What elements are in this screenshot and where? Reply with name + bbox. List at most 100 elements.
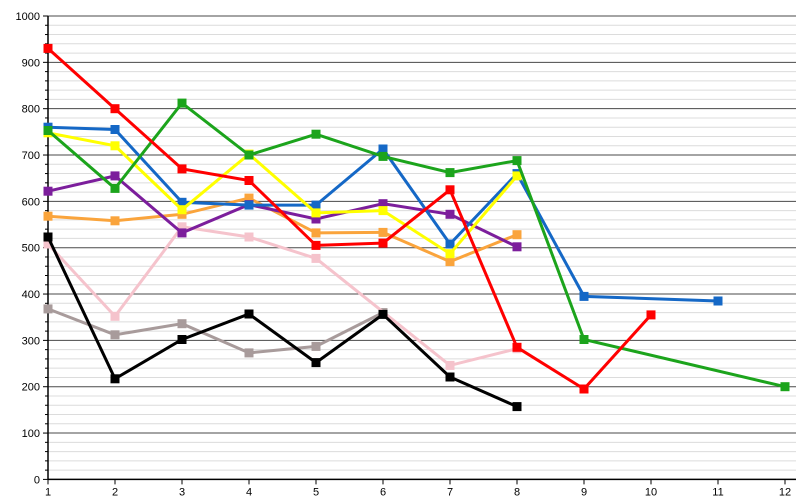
x-axis-label: 7: [447, 486, 453, 498]
series-marker-green: [579, 335, 589, 344]
series-marker-red: [378, 238, 388, 248]
series-marker-green: [512, 156, 522, 166]
series-marker-orange: [43, 211, 53, 221]
y-axis-label: 0: [34, 474, 40, 486]
series-marker-yellow: [177, 205, 187, 215]
series-marker-orange: [445, 257, 455, 267]
series-marker-red: [244, 176, 254, 185]
series-marker-gray: [244, 348, 254, 358]
series-marker-purple: [311, 214, 321, 224]
x-axis-label: 10: [645, 486, 657, 498]
series-marker-red: [110, 104, 120, 114]
series-marker-blue: [177, 197, 187, 207]
series-marker-green: [378, 151, 388, 161]
series-marker-red: [43, 43, 53, 53]
series-marker-black: [512, 402, 522, 412]
series-marker-purple: [110, 171, 120, 181]
y-axis-label: 500: [22, 243, 40, 255]
series-marker-black: [110, 374, 120, 384]
series-marker-blue: [244, 200, 254, 210]
series-line-orange: [47, 196, 518, 264]
series-marker-red: [512, 342, 522, 352]
x-axis-label: 11: [712, 486, 723, 498]
series-marker-gray: [43, 304, 53, 314]
series-marker-blue: [110, 125, 120, 134]
series-marker-orange: [177, 209, 187, 219]
series-line-green: [47, 101, 786, 389]
x-axis-label: 6: [380, 486, 386, 498]
series-marker-purple: [43, 186, 53, 196]
series-marker-orange: [110, 216, 120, 226]
series-marker-green: [177, 98, 187, 108]
series-marker-yellow: [110, 141, 120, 151]
series-marker-green: [244, 150, 254, 160]
series-marker-blue: [378, 144, 388, 154]
y-axis-label: 600: [22, 196, 40, 208]
y-axis-label: 1000: [16, 11, 40, 23]
series-marker-purple: [378, 199, 388, 209]
series-marker-pink: [445, 360, 455, 370]
y-axis-label: 800: [22, 104, 40, 116]
series-marker-gray: [110, 330, 120, 340]
series-line-red: [46, 47, 653, 391]
series-marker-red: [177, 164, 187, 174]
x-axis-label: 2: [112, 486, 118, 498]
series-marker-blue: [445, 239, 455, 249]
series-marker-red: [445, 185, 455, 195]
y-axis-label: 200: [22, 382, 40, 394]
series-marker-pink: [311, 253, 321, 263]
series-marker-black: [244, 309, 254, 319]
series-marker-green: [311, 129, 321, 139]
series-marker-pink: [110, 311, 120, 321]
series-marker-purple: [512, 242, 522, 252]
x-axis-label: 12: [779, 486, 791, 498]
series-marker-orange: [512, 230, 522, 240]
series-line-gray: [47, 307, 384, 355]
series-marker-pink: [43, 239, 53, 249]
x-axis-label: 8: [514, 486, 520, 498]
series-marker-black: [177, 335, 187, 344]
series-marker-purple: [177, 228, 187, 238]
series-marker-yellow: [378, 206, 388, 216]
series-marker-purple: [445, 209, 455, 219]
series-marker-blue: [713, 296, 723, 306]
series-marker-black: [445, 372, 455, 382]
series-marker-pink: [177, 222, 187, 232]
series-marker-black: [43, 232, 53, 242]
series-marker-green: [780, 382, 790, 392]
x-axis-label: 5: [313, 486, 319, 498]
series-marker-red: [646, 310, 656, 320]
series-marker-green: [445, 168, 455, 178]
series-marker-gray: [177, 319, 187, 329]
y-axis-label: 900: [22, 57, 40, 69]
series-marker-black: [378, 309, 388, 319]
series-marker-yellow: [445, 249, 455, 259]
series-marker-pink: [244, 232, 254, 242]
y-axis-label: 700: [22, 150, 40, 162]
series-line-blue: [47, 125, 719, 303]
x-axis-label: 3: [179, 486, 185, 498]
series-marker-green: [110, 183, 120, 193]
series-marker-red: [579, 384, 589, 394]
series-marker-black: [311, 358, 321, 368]
x-axis-label: 9: [581, 486, 587, 498]
series-marker-red: [311, 240, 321, 250]
series-marker-yellow: [512, 171, 522, 181]
series-marker-orange: [244, 193, 254, 203]
series-marker-gray: [311, 341, 321, 351]
series-marker-yellow: [311, 208, 321, 218]
series-marker-orange: [311, 228, 321, 238]
y-axis-label: 300: [22, 335, 40, 347]
series-marker-blue: [579, 291, 589, 301]
x-axis-label: 1: [45, 486, 51, 498]
series-marker-blue: [311, 200, 321, 210]
y-axis-label: 400: [22, 289, 40, 301]
series-line-black: [46, 236, 518, 408]
series-marker-orange: [378, 227, 388, 237]
series-line-yellow: [47, 131, 519, 256]
series-marker-green: [43, 126, 53, 135]
x-axis-label: 4: [246, 486, 252, 498]
y-axis-label: 100: [22, 428, 40, 440]
